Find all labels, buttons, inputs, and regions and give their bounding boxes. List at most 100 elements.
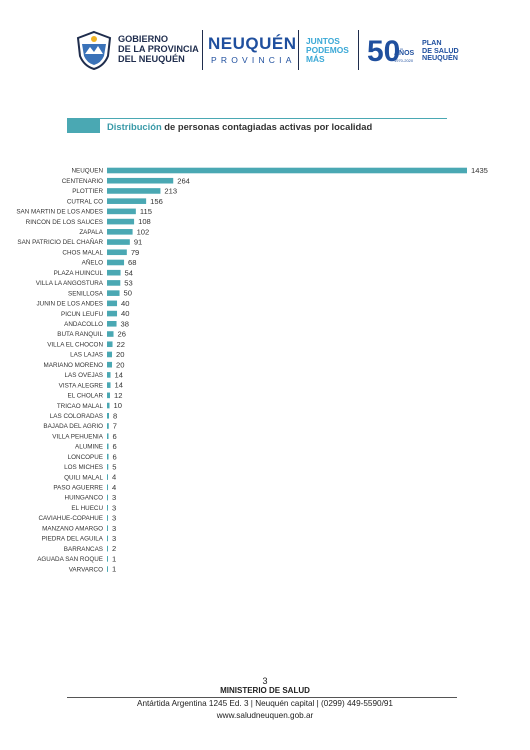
category-label: SAN MARTIN DE LOS ANDES <box>16 209 103 216</box>
category-label: ANDACOLLO <box>64 321 103 328</box>
slogan-line-3: MÁS <box>306 54 325 64</box>
bar <box>107 453 109 460</box>
data-label: 264 <box>177 176 190 185</box>
bar <box>107 372 111 378</box>
bar <box>107 331 114 337</box>
ministry-name: MINISTERIO DE SALUD <box>220 686 310 695</box>
plan-line-3: NEUQUÉN <box>422 53 458 63</box>
bar <box>107 535 108 542</box>
data-label: 20 <box>116 350 124 359</box>
data-label: 5 <box>112 462 116 471</box>
brand-name: NEUQUÉN <box>208 34 297 53</box>
data-label: 6 <box>113 442 117 451</box>
data-label: 213 <box>164 187 177 196</box>
header-divider <box>358 30 359 70</box>
data-label: 8 <box>113 411 117 420</box>
category-label: VILLA PEHUENIA <box>52 433 104 440</box>
data-label: 3 <box>112 534 116 543</box>
data-label: 54 <box>125 268 133 277</box>
bar <box>107 249 127 256</box>
data-label: 1 <box>112 565 116 574</box>
bar <box>107 198 147 204</box>
category-label: AGUADA SAN ROQUE <box>37 556 103 563</box>
category-label: ALUMINE <box>75 444 103 451</box>
ministry-website: www.saludneuquen.gob.ar <box>216 711 314 720</box>
bar <box>107 545 108 552</box>
slogan: JUNTOS PODEMOS MÁS <box>306 37 349 64</box>
bar <box>107 321 117 327</box>
slogan-line-2: PODEMOS <box>306 45 349 55</box>
chart-title-rest: de personas contagiadas activas por loca… <box>161 121 373 132</box>
bar <box>107 239 130 245</box>
data-label: 3 <box>112 524 116 533</box>
data-label: 3 <box>112 514 116 523</box>
anniversary-word: AÑOS <box>394 48 415 57</box>
category-label: JUNIN DE LOS ANDES <box>37 301 103 308</box>
bar <box>107 392 111 399</box>
data-label: 91 <box>134 238 142 247</box>
category-label: CAVIAHUE-COPAHUE <box>39 515 104 522</box>
bar <box>107 218 135 225</box>
category-label: VILLA LA ANGOSTURA <box>36 280 104 287</box>
title-accent-block <box>67 118 100 133</box>
bar <box>107 167 467 174</box>
data-label: 1 <box>112 554 116 563</box>
page-number: 3 <box>262 676 268 686</box>
category-label: CENTENARIO <box>62 178 103 185</box>
bar <box>107 290 120 296</box>
bar <box>107 566 108 572</box>
bar <box>107 341 113 348</box>
bar <box>107 464 109 470</box>
data-label: 14 <box>115 381 123 390</box>
bar <box>107 300 118 307</box>
category-label: PLOTTIER <box>72 188 103 195</box>
category-label: LAS COLORADAS <box>50 413 103 420</box>
category-label: VISTA ALEGRE <box>59 382 103 389</box>
bar <box>107 310 118 317</box>
data-label: 40 <box>121 309 129 318</box>
data-label: 12 <box>114 391 122 400</box>
chart-title: Distribución de personas contagiadas act… <box>107 121 372 132</box>
category-label: ZAPALA <box>79 229 103 236</box>
plan-line-1: PLAN <box>422 38 442 47</box>
category-label: MARIANO MORENO <box>44 362 104 369</box>
anniversary-years: 1970-2020 <box>394 58 414 63</box>
data-label: 7 <box>113 422 117 431</box>
data-label: 3 <box>112 493 116 502</box>
data-label: 6 <box>113 452 117 461</box>
data-label: 53 <box>124 279 132 288</box>
data-label: 4 <box>112 473 116 482</box>
category-label: PASO AGUERRE <box>53 485 103 492</box>
page-header: GOBIERNO DE LA PROVINCIA DEL NEUQUÉN NEU… <box>74 28 474 72</box>
category-label: LAS LAJAS <box>70 352 103 359</box>
category-label: CHOS MALAL <box>62 249 103 256</box>
bar <box>107 515 108 521</box>
category-label: BUTA RANQUIL <box>57 331 103 338</box>
data-label: 68 <box>128 258 136 267</box>
category-label: VARVARCO <box>69 566 103 573</box>
bar <box>107 423 109 429</box>
ministry-address: Antártida Argentina 1245 Ed. 3 | Neuquén… <box>137 699 393 708</box>
bar <box>107 494 108 501</box>
category-label: VILLA EL CHOCON <box>47 341 103 348</box>
government-line-1: GOBIERNO <box>118 34 169 44</box>
data-label: 79 <box>131 248 139 257</box>
data-label: 10 <box>114 401 122 410</box>
data-label: 1435 <box>471 166 488 175</box>
data-label: 22 <box>117 340 125 349</box>
title-rule <box>100 118 447 119</box>
data-label: 38 <box>121 319 129 328</box>
category-label: SAN PATRICIO DEL CHAÑAR <box>17 237 103 246</box>
bar <box>107 433 109 440</box>
bar <box>107 269 121 276</box>
slogan-line-1: JUNTOS <box>306 36 340 46</box>
plan-name: PLAN DE SALUD NEUQUÉN <box>422 39 459 62</box>
province-shield-icon <box>76 30 112 70</box>
chart-title-bar: Distribución de personas contagiadas act… <box>67 118 447 133</box>
bar <box>107 177 174 184</box>
data-label: 50 <box>124 289 132 298</box>
category-label: RINCON DE LOS SAUCES <box>26 219 103 226</box>
brand-subtitle: PROVINCIA <box>211 55 296 65</box>
